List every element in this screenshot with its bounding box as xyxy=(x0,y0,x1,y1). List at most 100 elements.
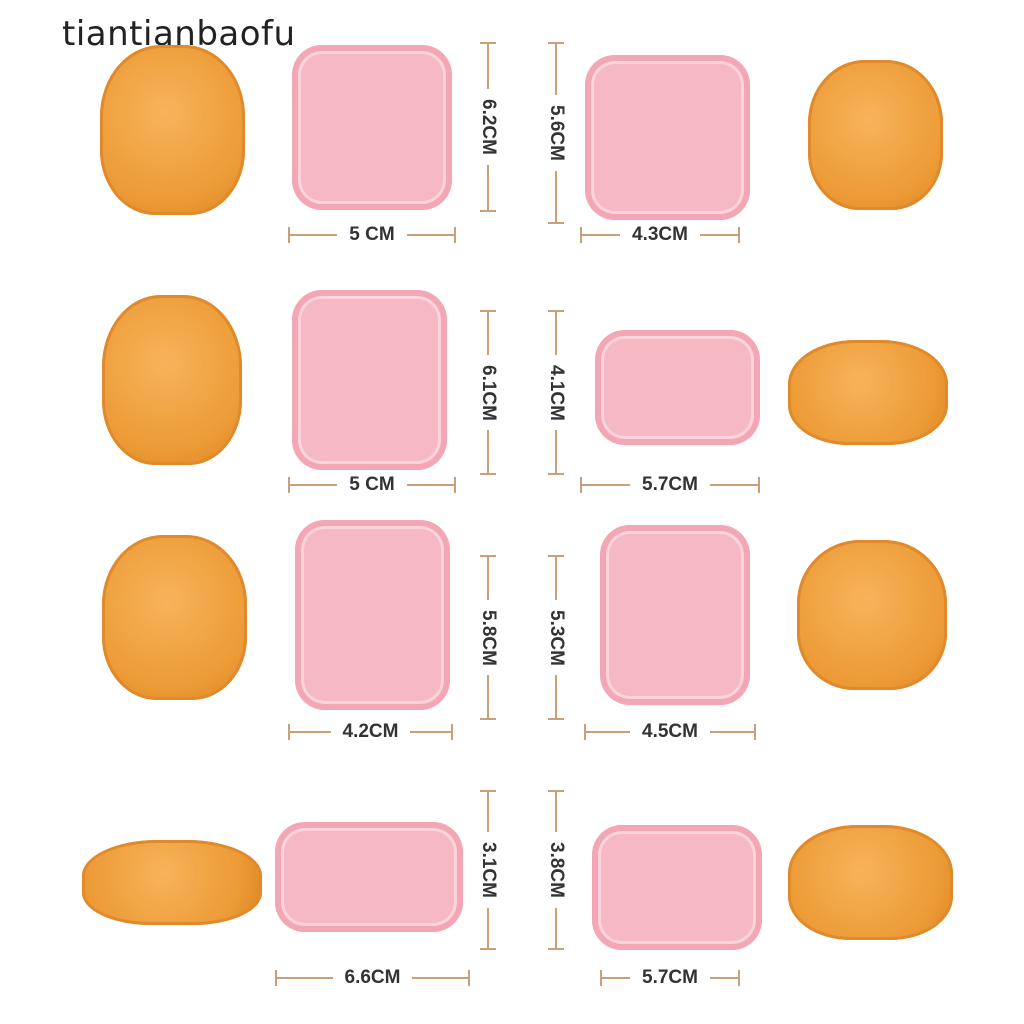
width-label: 5.7CM xyxy=(642,967,698,988)
dimension-cap xyxy=(548,948,564,950)
width-label: 5.7CM xyxy=(642,474,698,495)
dimension-cap xyxy=(480,790,496,792)
height-label: 6.2CM xyxy=(478,99,499,155)
height-dimension: 3.8CM xyxy=(546,790,567,950)
dimension-cap xyxy=(480,42,496,44)
height-dimension: 5.6CM xyxy=(546,42,567,224)
corgi-cookie xyxy=(788,825,953,940)
width-label: 4.5CM xyxy=(642,721,698,742)
height-dimension: 5.8CM xyxy=(478,555,499,720)
dimension-line xyxy=(290,484,338,486)
height-label: 3.8CM xyxy=(546,842,567,898)
height-label: 3.1CM xyxy=(478,842,499,898)
dimension-cap xyxy=(480,718,496,720)
dimension-line xyxy=(602,977,631,979)
dimension-cap xyxy=(480,473,496,475)
dimension-cap xyxy=(288,477,290,493)
corgi-cookie-cutter xyxy=(295,520,450,710)
dimension-line xyxy=(406,234,454,236)
width-label: 4.2CM xyxy=(342,721,399,742)
height-label: 4.1CM xyxy=(546,364,567,421)
dimension-cap xyxy=(288,227,290,243)
dimension-cap xyxy=(288,724,290,740)
dimension-line xyxy=(582,484,631,486)
dimension-line xyxy=(555,907,557,948)
dimension-cap xyxy=(548,42,564,44)
width-dimension: 4.3CM xyxy=(580,224,740,245)
corgi-cookie xyxy=(797,540,947,690)
dimension-cap xyxy=(548,310,564,312)
dimension-cap xyxy=(758,477,760,493)
corgi-cookie-cutter xyxy=(292,45,452,210)
dimension-cap xyxy=(548,555,564,557)
dimension-cap xyxy=(480,210,496,212)
dimension-line xyxy=(709,484,758,486)
width-dimension: 6.6CM xyxy=(275,967,470,988)
dimension-line xyxy=(487,907,489,948)
dimension-cap xyxy=(738,227,740,243)
dimension-cap xyxy=(454,227,456,243)
dimension-line xyxy=(487,557,489,600)
corgi-cookie xyxy=(788,340,948,445)
dimension-line xyxy=(555,170,557,222)
width-dimension: 4.2CM xyxy=(288,721,453,742)
dimension-cap xyxy=(600,970,602,986)
width-label: 5 CM xyxy=(349,474,395,495)
dimension-cap xyxy=(480,948,496,950)
corgi-cookie-cutter xyxy=(585,55,750,220)
corgi-cookie-cutter xyxy=(275,822,463,932)
corgi-cookie xyxy=(100,45,245,215)
width-dimension: 5.7CM xyxy=(580,474,760,495)
corgi-cookie xyxy=(82,840,262,925)
dimension-line xyxy=(410,731,451,733)
dimension-cap xyxy=(454,477,456,493)
width-dimension: 4.5CM xyxy=(584,721,756,742)
dimension-cap xyxy=(738,970,740,986)
width-label: 5 CM xyxy=(349,224,395,245)
corgi-cookie xyxy=(808,60,943,210)
dimension-line xyxy=(555,312,557,355)
dimension-cap xyxy=(548,790,564,792)
width-dimension: 5.7CM xyxy=(600,967,740,988)
height-label: 5.3CM xyxy=(546,609,567,666)
dimension-cap xyxy=(548,718,564,720)
corgi-cookie-cutter xyxy=(292,290,447,470)
corgi-cookie-cutter xyxy=(600,525,750,705)
height-label: 5.8CM xyxy=(478,609,499,666)
dimension-cap xyxy=(468,970,470,986)
dimension-cap xyxy=(584,724,586,740)
dimension-line xyxy=(709,977,738,979)
width-label: 4.3CM xyxy=(632,224,688,245)
dimension-line xyxy=(555,44,557,96)
dimension-line xyxy=(709,731,754,733)
height-dimension: 6.2CM xyxy=(478,42,499,212)
height-dimension: 4.1CM xyxy=(546,310,567,475)
corgi-cookie-cutter xyxy=(592,825,762,950)
dimension-line xyxy=(487,312,489,355)
dimension-line xyxy=(487,164,489,210)
dimension-cap xyxy=(580,227,582,243)
width-dimension: 5 CM xyxy=(288,224,456,245)
dimension-line xyxy=(699,234,738,236)
height-dimension: 6.1CM xyxy=(478,310,499,475)
dimension-cap xyxy=(275,970,277,986)
dimension-line xyxy=(487,44,489,90)
height-label: 6.1CM xyxy=(478,364,499,421)
dimension-line xyxy=(290,731,331,733)
dimension-cap xyxy=(480,555,496,557)
dimension-line xyxy=(406,484,454,486)
dimension-line xyxy=(290,234,338,236)
dimension-line xyxy=(555,675,557,718)
width-dimension: 5 CM xyxy=(288,474,456,495)
dimension-line xyxy=(555,430,557,473)
dimension-line xyxy=(412,977,468,979)
dimension-line xyxy=(487,430,489,473)
dimension-cap xyxy=(580,477,582,493)
dimension-cap xyxy=(548,473,564,475)
dimension-cap xyxy=(548,222,564,224)
width-label: 6.6CM xyxy=(344,967,401,988)
dimension-line xyxy=(555,557,557,600)
dimension-cap xyxy=(451,724,453,740)
dimension-cap xyxy=(480,310,496,312)
